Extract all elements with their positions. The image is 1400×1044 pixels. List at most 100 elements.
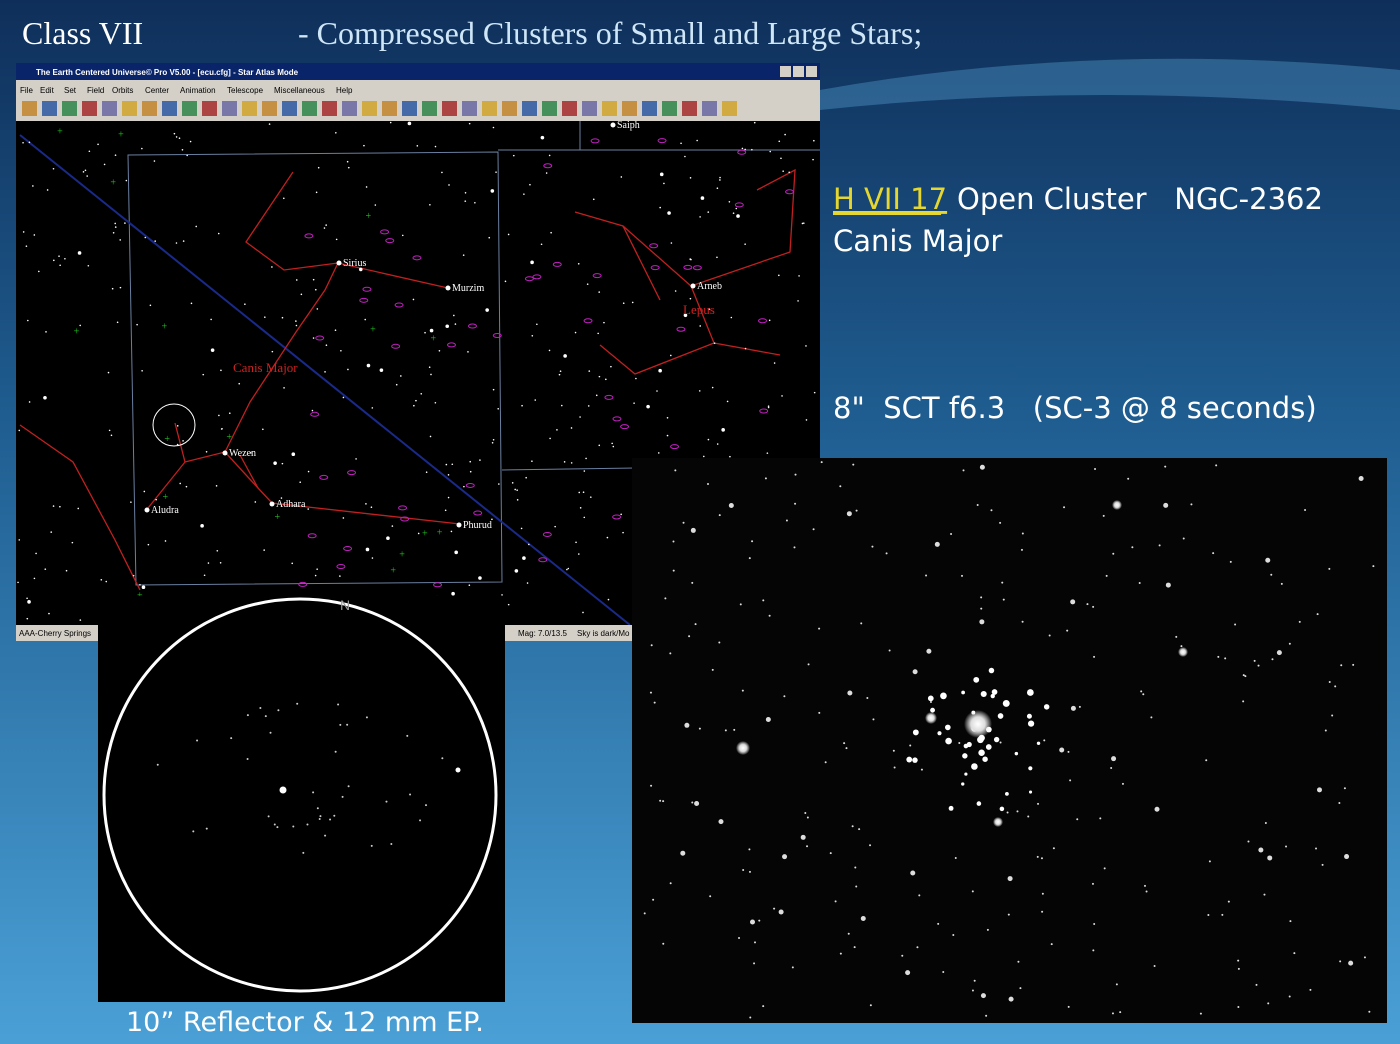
toolbar-button[interactable] [342,101,357,116]
toolbar-button[interactable] [182,101,197,116]
maximize-button[interactable] [793,66,804,77]
toolbar-button[interactable] [242,101,257,116]
menu-item[interactable]: Field [87,86,104,95]
star [370,844,373,847]
toolbar-button[interactable] [522,101,537,116]
menu-item[interactable]: Animation [180,86,216,95]
toolbar-button[interactable] [722,101,737,116]
star [514,488,517,491]
toolbar-button[interactable] [622,101,637,116]
minimize-button[interactable] [780,66,791,77]
slide-title: - Compressed Clusters of Small and Large… [298,15,922,51]
menu-item[interactable]: File [20,86,33,95]
star [429,328,434,333]
toolbar-button[interactable] [442,101,457,116]
constellation-lines [19,168,796,591]
toolbar-button[interactable] [162,101,177,116]
menu-item[interactable]: Telescope [227,86,264,95]
menu-item[interactable]: Orbits [112,86,133,95]
star [463,485,465,488]
toolbar-button[interactable] [122,101,137,116]
star [993,736,1000,743]
star [390,843,393,846]
star [1063,506,1066,509]
toolbar-button[interactable] [402,101,417,116]
star [1154,806,1160,812]
galaxy-symbol [650,265,660,271]
star [716,187,719,190]
star [662,800,665,803]
star [812,528,815,531]
toolbar-button[interactable] [102,101,117,116]
toolbar-button[interactable] [202,101,217,116]
menu-item[interactable]: Help [336,86,353,95]
toolbar-button[interactable] [422,101,437,116]
star [663,182,665,185]
star [1027,815,1030,818]
star [1180,645,1183,648]
toolbar-button[interactable] [382,101,397,116]
star [682,521,685,524]
star [355,458,357,460]
toolbar-button[interactable] [482,101,497,116]
star [441,171,443,174]
menu-item[interactable]: Set [64,86,77,95]
star [643,912,646,915]
star [818,711,821,714]
star [176,425,179,427]
star [724,729,727,732]
star [295,279,298,281]
star [86,175,88,177]
toolbar-button[interactable] [462,101,477,116]
star [365,547,370,552]
toolbar-button[interactable] [582,101,597,116]
toolbar-button[interactable] [142,101,157,116]
galaxy-symbol [362,286,372,292]
star [847,690,853,696]
star [1002,699,1010,707]
menu-item[interactable]: Center [145,86,169,95]
toolbar-button[interactable] [362,101,377,116]
toolbar-button[interactable] [322,101,337,116]
toolbar-button[interactable] [682,101,697,116]
star [744,347,747,350]
toolbar-button[interactable] [602,101,617,116]
toolbar-button[interactable] [262,101,277,116]
toolbar-button[interactable] [302,101,317,116]
toolbar-button[interactable] [62,101,77,116]
toolbar-button[interactable] [642,101,657,116]
star [806,845,809,848]
close-button[interactable] [806,66,817,77]
toolbar-button[interactable] [282,101,297,116]
star [684,722,690,728]
toolbar-button[interactable] [542,101,557,116]
star [852,463,855,466]
menu-item[interactable]: Edit [40,86,55,95]
title-bar [16,63,820,80]
galaxy-symbol [532,274,542,280]
star [512,154,515,157]
star [215,485,218,487]
galaxy-symbol [759,408,769,414]
star [839,485,842,488]
star [445,463,448,466]
star [1069,779,1072,782]
star [579,416,581,418]
star [144,236,147,239]
toolbar-button[interactable] [662,101,677,116]
star [1026,713,1032,719]
star [667,211,671,215]
toolbar-button[interactable] [82,101,97,116]
toolbar-button[interactable] [222,101,237,116]
star [854,866,857,869]
menu-item[interactable]: Miscellaneous [274,86,325,95]
toolbar-button[interactable] [702,101,717,116]
toolbar-button[interactable] [42,101,57,116]
galaxy-symbol [319,474,329,480]
star [1304,508,1307,511]
galaxy-symbol [649,243,659,249]
toolbar-button[interactable] [22,101,37,116]
star [620,176,623,178]
toolbar-button[interactable] [562,101,577,116]
toolbar-button[interactable] [502,101,517,116]
